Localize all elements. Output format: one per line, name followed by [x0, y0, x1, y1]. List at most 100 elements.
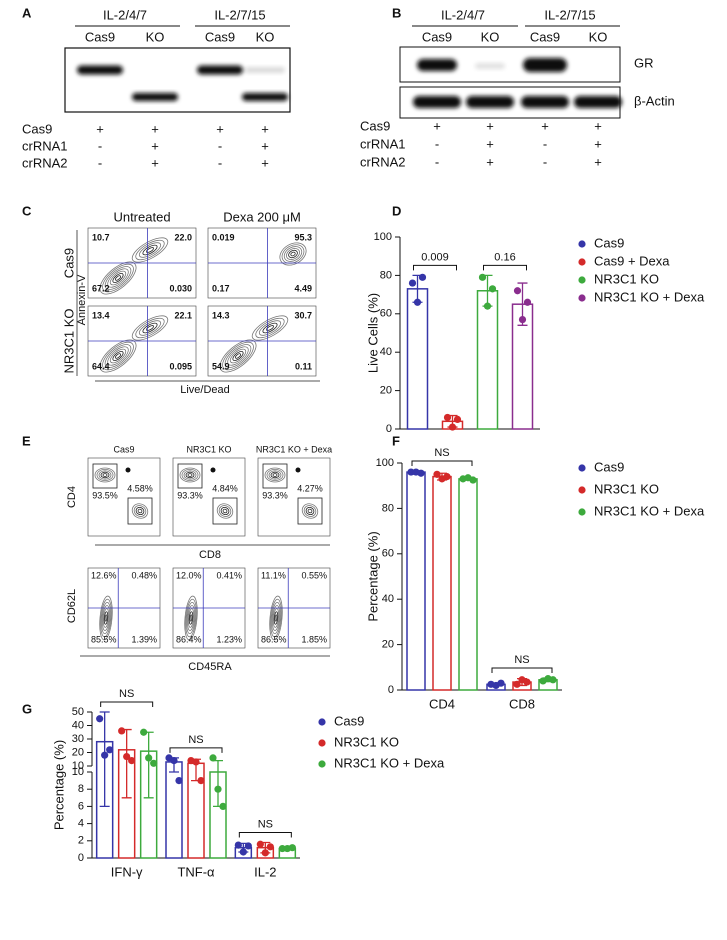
- quadrant-value: 0.019: [212, 232, 235, 242]
- data-point: [256, 840, 264, 848]
- row-mark: +: [261, 155, 269, 170]
- contour: [142, 244, 158, 256]
- data-point: [433, 470, 441, 478]
- contour: [146, 325, 154, 331]
- bar: [432, 475, 452, 691]
- row-mark: +: [261, 121, 269, 136]
- gate: [262, 463, 288, 489]
- data-point: [244, 842, 252, 850]
- significance-bracket: [413, 264, 457, 271]
- row-label: NR3C1 KO: [61, 308, 76, 373]
- data-point: [266, 843, 274, 851]
- x-tick-label: CD8: [509, 696, 535, 711]
- band: [132, 93, 178, 101]
- band: [521, 96, 569, 108]
- legend-label: Cas9: [594, 459, 624, 474]
- contour: [272, 605, 280, 631]
- y-tick-label: 40: [72, 719, 84, 731]
- panel-label: F: [392, 433, 400, 448]
- row-mark: +: [486, 118, 494, 133]
- legend-marker: [578, 486, 586, 494]
- bar: [406, 471, 426, 691]
- row-mark: +: [216, 121, 224, 136]
- y-tick-label: 50: [72, 706, 84, 718]
- contour: [270, 598, 282, 638]
- contour: [102, 341, 134, 371]
- gate-value: 4.58%: [127, 483, 153, 493]
- quadrant-value: 86.5%: [261, 634, 287, 644]
- panel-label: D: [392, 203, 401, 218]
- gate: [297, 497, 323, 525]
- data-point: [483, 302, 492, 310]
- gate-value: 93.3%: [177, 490, 203, 500]
- event-dot: [295, 467, 301, 473]
- contour: [301, 503, 319, 519]
- significance-label: NS: [434, 447, 449, 459]
- row-mark: +: [433, 118, 441, 133]
- group-label: IL-2/4/7: [103, 7, 147, 22]
- blot-label: GR: [634, 55, 654, 70]
- legend-marker: [578, 464, 586, 472]
- gate: [127, 497, 153, 525]
- row-mark: +: [96, 121, 104, 136]
- axis-label: CD62L: [66, 589, 78, 623]
- contour: [102, 608, 110, 628]
- panel-label: C: [22, 203, 32, 218]
- significance-bracket: [491, 667, 553, 673]
- legend-label: NR3C1 KO: [594, 271, 659, 286]
- row-mark: +: [486, 136, 494, 151]
- contour: [115, 353, 121, 359]
- data-point: [192, 758, 200, 766]
- lane-label: Cas9: [205, 29, 235, 44]
- quadrant-value: 12.6%: [91, 570, 117, 580]
- contour: [288, 249, 298, 259]
- contour: [222, 341, 254, 371]
- data-point: [261, 849, 269, 857]
- contour: [112, 351, 124, 361]
- contour: [104, 614, 108, 622]
- event-dot: [125, 467, 131, 473]
- gate-value: 93.3%: [262, 490, 288, 500]
- contour: [107, 346, 129, 366]
- quadrant-value: 54.9: [212, 361, 230, 371]
- contour: [271, 601, 281, 635]
- quadrant-value: 67.2: [92, 283, 110, 293]
- quadrant-value: 0.41%: [216, 570, 242, 580]
- plot-title: NR3C1 KO + Dexa: [256, 444, 332, 454]
- contour: [290, 251, 296, 257]
- contour: [98, 470, 112, 480]
- data-point: [288, 844, 296, 852]
- row-mark: -: [98, 155, 102, 170]
- plot-title: NR3C1 KO: [186, 444, 231, 454]
- significance-label: NS: [514, 654, 529, 666]
- contour: [188, 611, 194, 625]
- blot: [399, 46, 621, 83]
- contour: [107, 268, 129, 288]
- x-tick-label: TNF-α: [177, 864, 215, 879]
- legend-label: NR3C1 KO + Dexa: [594, 503, 705, 518]
- contour: [303, 505, 317, 517]
- row-mark: -: [218, 155, 222, 170]
- contour: [262, 322, 278, 334]
- data-point: [448, 423, 457, 431]
- quadrant-value: 13.4: [92, 310, 110, 320]
- quadrant-value: 0.095: [169, 361, 192, 371]
- y-axis-label: Percentage (%): [51, 740, 66, 830]
- quadrant-value: 85.5%: [91, 634, 117, 644]
- blot-label: β-Actin: [634, 93, 675, 108]
- y-tick-label: 100: [374, 231, 392, 243]
- y-tick-label: 80: [382, 502, 394, 514]
- contour: [269, 595, 283, 641]
- significance-label: NS: [119, 688, 134, 700]
- row-label: crRNA2: [22, 155, 68, 170]
- legend-marker: [578, 240, 586, 248]
- legend-label: NR3C1 KO + Dexa: [334, 755, 445, 770]
- contour: [104, 344, 132, 368]
- contour: [224, 344, 252, 368]
- column-label: Untreated: [113, 209, 170, 224]
- contour: [266, 325, 274, 331]
- y-axis-label: Live Cells (%): [365, 293, 380, 373]
- data-point: [443, 473, 451, 481]
- row-mark: +: [151, 138, 159, 153]
- data-point: [96, 715, 104, 723]
